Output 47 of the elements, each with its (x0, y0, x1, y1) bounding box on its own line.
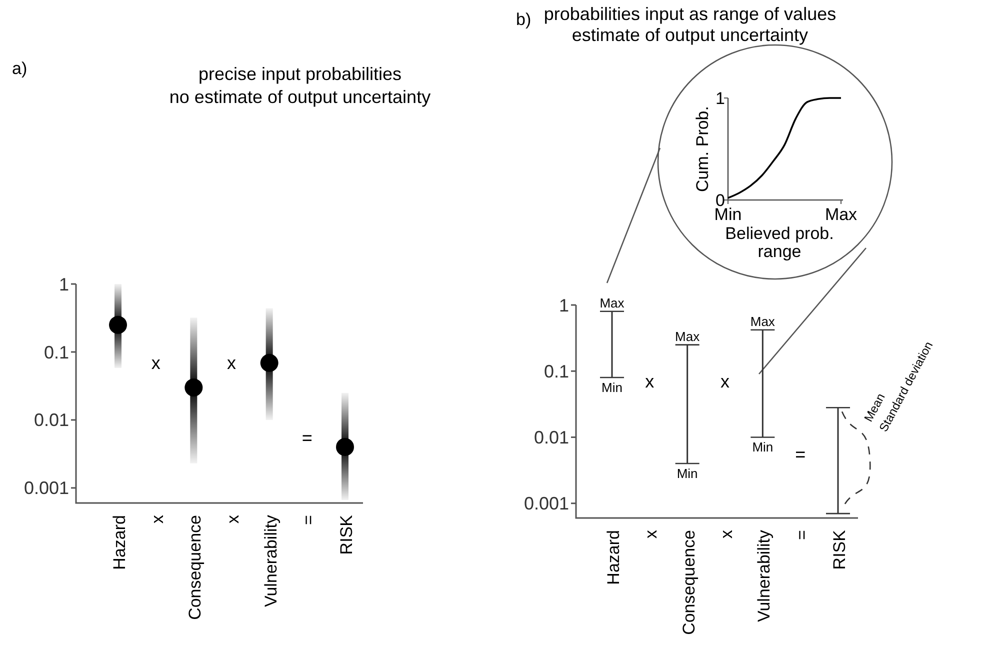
x-tick-label: Hazard (110, 515, 129, 570)
y-tick-label: 0.01 (534, 428, 569, 448)
annotation: x (227, 352, 236, 373)
point (109, 316, 127, 334)
y-tick-label: 0.001 (524, 494, 569, 514)
x-axis-title: Believed prob. range (725, 224, 834, 261)
y-tick-label: 0.001 (24, 478, 69, 498)
text: a) (12, 59, 28, 78)
y-tick-label: 1 (716, 88, 725, 108)
chart-title: precise input probabilities (198, 64, 402, 84)
x-tick-label: Consequence (679, 530, 698, 635)
x-tick-label: RISK (830, 529, 849, 570)
annotation: x (151, 352, 160, 373)
y-tick-label: 0.1 (544, 361, 569, 382)
x-tick-label: x (224, 514, 242, 524)
annotation: = (302, 428, 312, 448)
x-tick-label: Vulnerability (754, 530, 774, 622)
point (336, 438, 354, 456)
x-tick-label: = (792, 530, 812, 540)
x-tick-label: x (642, 530, 661, 538)
chart-subtitle: estimate of output uncertainty (572, 25, 808, 45)
annotation: x (720, 372, 730, 392)
x-tick-label: Hazard (604, 530, 623, 585)
x-tick-label: x (148, 514, 167, 524)
annotation: Min (752, 440, 774, 455)
annotation: Max (675, 328, 700, 344)
chart-title: probabilities input as range of values (544, 4, 836, 24)
x-tick-label: = (299, 514, 318, 525)
x-tick-label: x (717, 530, 736, 538)
x-tick-label: Consequence (186, 515, 205, 620)
y-tick-label: 0.1 (44, 342, 69, 362)
annotation: x (645, 372, 654, 392)
chart-subtitle: no estimate of output uncertainty (169, 87, 431, 107)
y-tick-label: 0.01 (34, 410, 69, 430)
x-tick-label: Vulnerability (261, 514, 280, 607)
text: b) (516, 10, 532, 29)
annotation: = (795, 444, 806, 465)
point (184, 378, 203, 397)
point (260, 354, 278, 372)
y-tick-label: 1 (558, 295, 569, 316)
x-tick-label: RISK (337, 514, 356, 555)
annotation: Min (676, 466, 698, 481)
annotation: Max (600, 295, 625, 310)
y-tick-label: 1 (58, 274, 69, 294)
annotation: Min (602, 380, 622, 395)
annotation: Max (750, 314, 776, 329)
y-axis-title: Cum. Prob. (693, 106, 712, 192)
